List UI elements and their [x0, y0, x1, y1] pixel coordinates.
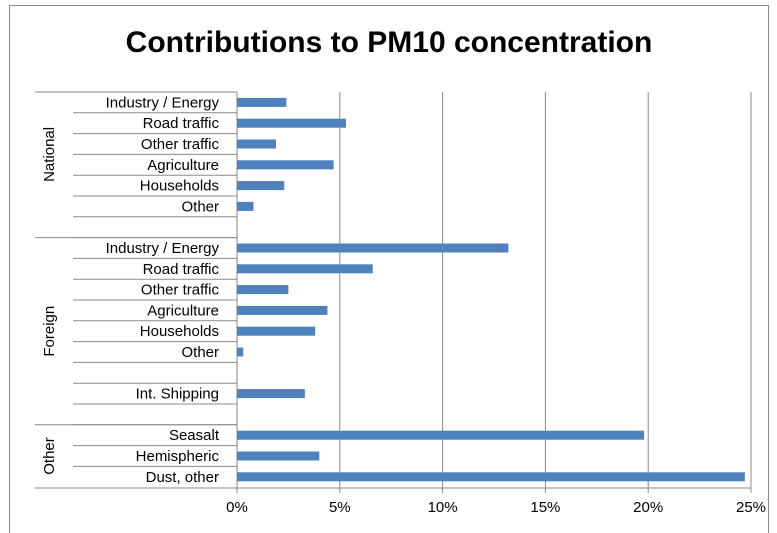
category-label: Road traffic [143, 115, 220, 132]
category-label: Industry / Energy [106, 94, 220, 111]
category-label: Int. Shipping [136, 386, 219, 403]
category-label: Industry / Energy [106, 240, 220, 257]
bar [237, 160, 334, 170]
x-tick-label: 5% [329, 499, 351, 516]
x-tick-label: 15% [530, 499, 560, 516]
bar [237, 118, 346, 128]
category-label: Road traffic [143, 261, 220, 278]
category-label: Seasalt [169, 427, 220, 444]
bar [237, 264, 373, 274]
group-label: Other [41, 437, 58, 475]
bar [237, 201, 254, 211]
category-label: Agriculture [147, 157, 219, 174]
category-label: Households [140, 178, 219, 195]
group-label: National [41, 127, 58, 182]
category-label: Hemispheric [136, 448, 220, 465]
bar [237, 285, 289, 295]
category-label: Other [181, 344, 219, 361]
x-tick-label: 20% [633, 499, 663, 516]
category-label: Households [140, 323, 219, 340]
category-label: Other traffic [141, 136, 220, 153]
bar [237, 305, 328, 315]
category-label: Other traffic [141, 282, 220, 299]
bar [237, 181, 285, 191]
x-tick-label: 25% [736, 499, 766, 516]
bar [237, 389, 305, 399]
x-tick-label: 10% [428, 499, 458, 516]
group-label: Foreign [41, 306, 58, 357]
bar [237, 451, 320, 461]
bar [237, 326, 316, 336]
bar [237, 347, 244, 357]
category-label: Dust, other [146, 469, 219, 486]
bar [237, 472, 745, 482]
category-label: Other [181, 198, 219, 215]
x-tick-label: 0% [226, 499, 248, 516]
chart-title: Contributions to PM10 concentration [125, 26, 653, 59]
bar [237, 430, 645, 440]
category-label: Agriculture [147, 302, 219, 319]
bar [237, 243, 509, 253]
bar [237, 139, 277, 149]
bar [237, 97, 287, 107]
